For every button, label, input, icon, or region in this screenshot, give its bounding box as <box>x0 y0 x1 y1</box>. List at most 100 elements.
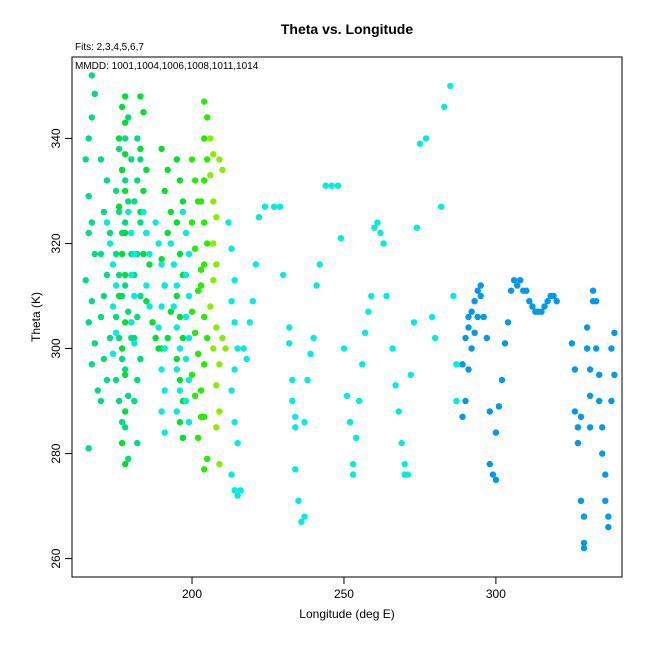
data-point <box>134 313 141 321</box>
data-point <box>115 292 123 300</box>
chart-subtitle: Fits: 2,3,4,5,6,7 <box>75 42 144 53</box>
data-point <box>544 298 551 305</box>
data-point <box>517 277 524 284</box>
data-point <box>115 334 123 342</box>
data-point <box>182 313 190 321</box>
data-point <box>580 513 588 520</box>
data-point <box>118 439 126 447</box>
data-point <box>103 271 111 279</box>
data-point <box>173 219 180 226</box>
data-point <box>131 397 138 405</box>
data-point <box>349 460 357 468</box>
data-point <box>100 208 108 216</box>
data-point <box>134 177 141 184</box>
data-point <box>164 334 171 342</box>
data-point <box>395 408 402 415</box>
data-point <box>459 361 466 368</box>
data-point <box>103 177 111 184</box>
data-point <box>106 229 114 237</box>
data-point <box>161 387 168 394</box>
data-point <box>583 324 591 331</box>
data-point <box>343 392 351 399</box>
y-tick-label: 300 <box>49 338 63 358</box>
data-point <box>213 214 220 221</box>
data-point <box>486 460 493 468</box>
data-point <box>228 471 235 478</box>
data-point <box>185 334 193 342</box>
data-point <box>158 366 165 373</box>
data-point <box>115 145 123 153</box>
data-point <box>146 303 153 310</box>
data-point <box>122 319 129 326</box>
data-point <box>88 72 96 79</box>
data-point <box>280 271 287 279</box>
data-point <box>122 135 129 142</box>
data-point <box>486 408 493 415</box>
data-point <box>173 324 180 331</box>
data-point <box>431 334 439 342</box>
data-point <box>410 319 418 326</box>
data-point <box>112 187 120 195</box>
data-point <box>91 250 99 258</box>
data-point <box>447 82 454 90</box>
data-point <box>173 156 180 163</box>
data-point <box>137 292 144 300</box>
data-point <box>270 203 278 210</box>
data-point <box>246 319 253 326</box>
data-point <box>459 413 466 420</box>
data-point <box>118 418 126 426</box>
data-point <box>611 371 618 378</box>
data-point <box>106 334 114 342</box>
data-point <box>596 397 603 405</box>
data-point <box>201 413 208 420</box>
data-point <box>586 366 594 373</box>
data-point <box>112 282 120 289</box>
data-point <box>122 282 129 289</box>
data-point <box>131 250 138 258</box>
data-point <box>231 319 238 326</box>
data-point <box>231 418 238 426</box>
data-point <box>173 282 180 289</box>
data-point <box>182 229 190 237</box>
y-tick-label: 260 <box>49 548 63 568</box>
data-point <box>204 455 211 462</box>
data-point <box>292 413 299 420</box>
data-point <box>298 518 305 525</box>
data-point <box>143 282 150 289</box>
data-point <box>179 434 187 441</box>
data-point <box>596 371 603 378</box>
data-point <box>231 487 238 494</box>
data-point <box>88 114 96 121</box>
data-point <box>115 271 123 279</box>
x-tick-label: 300 <box>486 587 506 601</box>
data-point <box>182 355 190 363</box>
data-point <box>307 350 314 357</box>
data-point <box>322 182 329 189</box>
data-point <box>125 198 132 205</box>
data-point <box>213 324 220 331</box>
data-point <box>204 334 211 342</box>
data-point <box>194 350 202 357</box>
data-point <box>207 172 214 179</box>
data-point <box>106 240 114 247</box>
data-point <box>605 513 612 520</box>
data-point <box>468 308 475 315</box>
data-point <box>170 303 177 310</box>
data-point <box>85 229 92 237</box>
data-point <box>122 460 129 468</box>
data-point <box>608 345 615 352</box>
data-point <box>88 219 96 226</box>
data-point <box>140 250 147 258</box>
data-point <box>140 187 147 195</box>
data-point <box>158 261 165 268</box>
data-point <box>131 334 138 342</box>
data-point <box>179 334 187 342</box>
data-point <box>128 229 135 237</box>
data-point <box>137 219 144 226</box>
data-point <box>125 455 132 462</box>
data-point <box>349 471 357 478</box>
data-point <box>167 208 174 216</box>
data-point <box>137 355 144 363</box>
data-point <box>158 303 165 310</box>
